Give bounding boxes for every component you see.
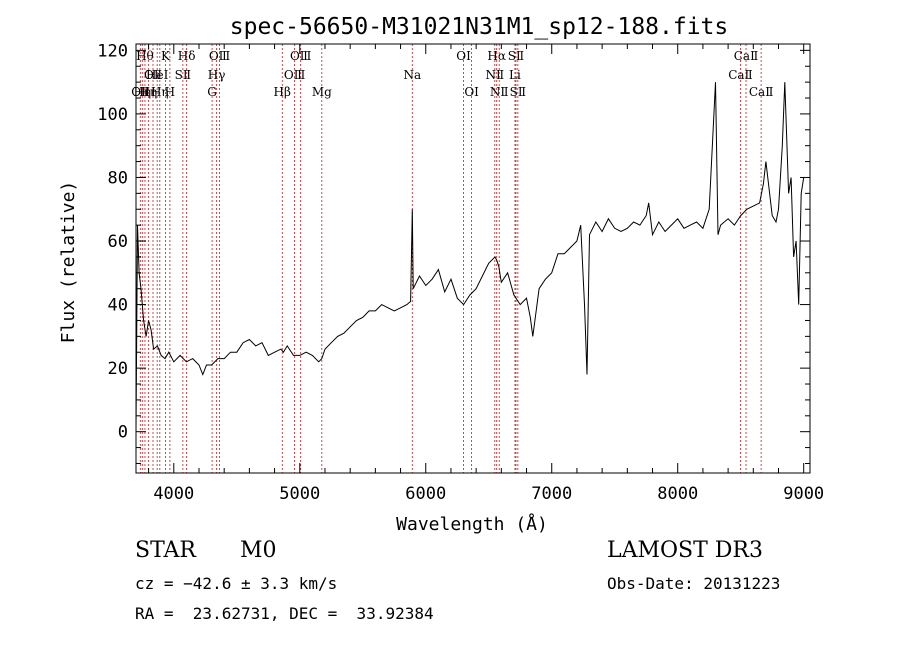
line-marker-label: NⅡ [485,68,504,82]
line-marker-label: Na [403,68,421,82]
y-tick-label: 0 [118,423,128,443]
line-marker-label: Hη [151,85,169,99]
line-marker-label: Hα [487,49,506,63]
line-marker-label: Hγ [208,68,226,82]
x-axis-label: Wavelength (Å) [396,513,548,535]
line-marker-label: Hδ [178,49,196,63]
line-marker-label: HeⅠ [146,68,169,82]
line-marker-label: H [165,85,175,99]
line-marker-label: Hη [133,85,151,99]
line-marker-label: OⅢ [209,49,230,63]
line-marker-label: Mg [312,85,332,99]
line-marker-label: SⅡ [508,49,524,63]
observation-date: Obs-Date: 20131223 [607,574,781,593]
line-marker-label: CaⅡ [728,68,753,82]
line-marker-label: CaⅡ [734,49,759,63]
line-marker-label: Hθ [136,49,154,63]
line-marker-label: Hβ [274,85,291,99]
spectral-line-markers: OⅡHηHθHηOⅡHeⅠHηKHSⅡHδGHγOⅢHβOⅢOⅢMgNaOⅠOⅠ… [131,44,773,473]
line-marker-label: OⅠ [464,85,479,99]
x-tick-label: 8000 [657,484,698,504]
line-marker-label: K [161,49,171,63]
y-tick-label: 20 [108,359,128,379]
line-marker-label: NⅡ [490,85,509,99]
y-tick-label: 60 [108,232,128,252]
chart-title: spec-56650-M31021N31M1_sp12-188.fits [230,14,729,40]
x-tick-label: 7000 [531,484,572,504]
line-marker-label: SⅡ [510,85,526,99]
object-type: STAR [135,538,196,563]
coordinates: RA = 23.62731, DEC = 33.92384 [135,604,434,623]
y-tick-label: 100 [97,105,128,125]
redshift-velocity: cz = −42.6 ± 3.3 km/s [135,574,338,593]
x-tick-label: 5000 [279,484,320,504]
x-tick-label: 6000 [405,484,446,504]
plot-frame [135,43,811,474]
spectrum-line [135,82,805,432]
spectral-subclass: M0 [240,538,277,563]
line-marker-label: Li [509,68,521,82]
x-tick-label: 4000 [153,484,194,504]
line-marker-label: SⅡ [175,68,191,82]
y-tick-label: 80 [108,168,128,188]
y-axis-label: Flux (relative) [58,181,79,344]
line-marker-label: G [207,85,217,99]
survey-name: LAMOST DR3 [607,538,763,563]
line-marker-label: CaⅡ [749,85,774,99]
y-tick-label: 120 [97,41,128,61]
line-marker-label: OⅢ [284,68,305,82]
line-marker-label: OⅢ [290,49,311,63]
x-tick-label: 9000 [783,484,824,504]
y-tick-label: 40 [108,296,128,316]
axes: 4000 5000 6000 7000 8000 9000 0 20 40 60 80 100 120 [97,41,824,504]
line-marker-label: OⅠ [456,49,471,63]
line-marker-label: OⅡ [144,68,162,82]
